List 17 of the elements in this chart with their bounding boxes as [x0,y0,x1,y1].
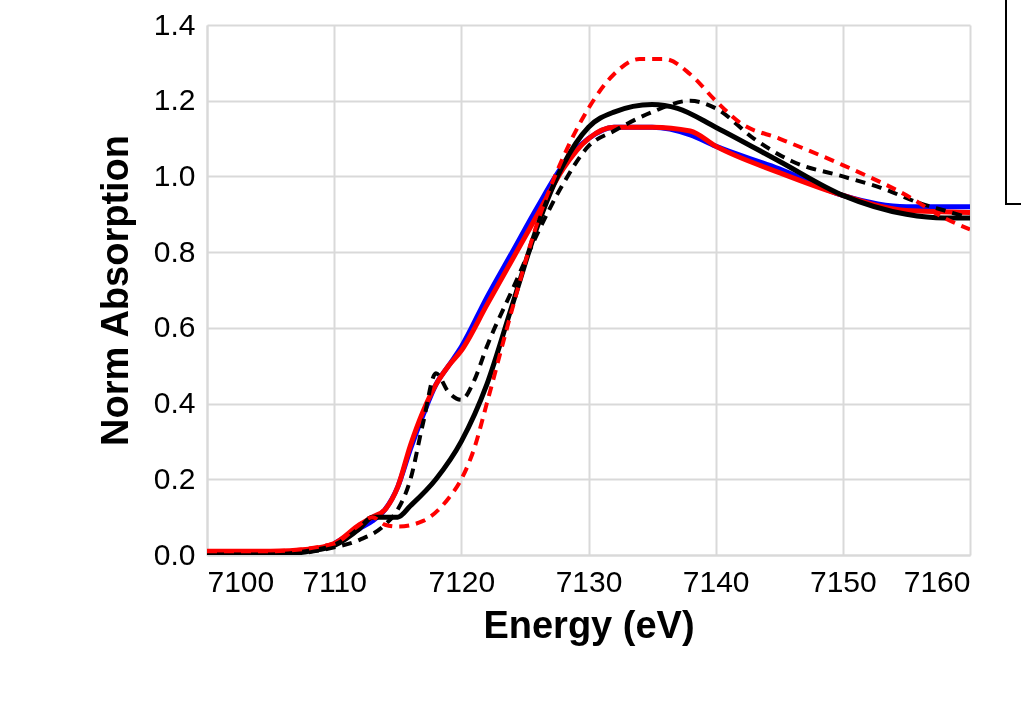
y-tick-label: 0.0 [153,537,196,571]
x-tick-label: 7110 [302,564,367,598]
y-tick-label: 0.6 [153,310,196,344]
y-tick-label: 1.2 [153,83,196,117]
y-tick-label: 0.4 [153,386,196,420]
x-tick-label: 7100 [207,564,275,598]
x-tick-label: 7130 [555,564,623,598]
y-tick-label: 0.8 [153,234,196,268]
y-axis-title: Norm Absorption [93,134,136,447]
x-tick-label: 7160 [903,564,971,598]
x-tick-label: 7120 [428,564,496,598]
x-axis-title: Energy (eV) [483,603,695,646]
x-tick-label: 7140 [682,564,750,598]
y-tick-label: 1.0 [153,158,196,192]
x-tick-label: 7150 [809,564,877,598]
y-tick-label: 1.4 [153,7,196,41]
y-tick-label: 0.2 [153,461,196,495]
